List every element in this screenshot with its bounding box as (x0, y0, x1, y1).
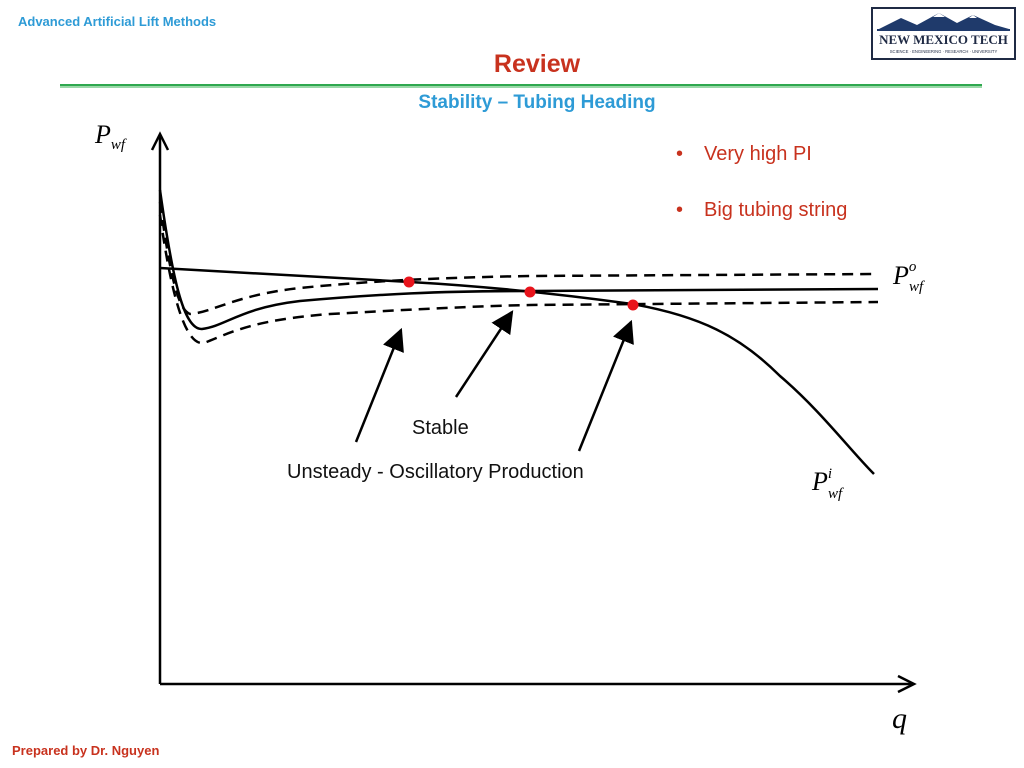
outflow-label: Po wf (892, 259, 925, 295)
bullet-very-high-pi: Very high PI (676, 143, 847, 166)
logo-name: NEW MEXICO TECH (879, 32, 1008, 47)
logo-tagline: SCIENCE · ENGINEERING · RESEARCH · UNIVE… (890, 49, 998, 54)
footer-author: Prepared by Dr. Nguyen (12, 743, 160, 758)
arrow-to-upper-point (354, 327, 404, 443)
logo-mountains-icon: NEW MEXICO TECH SCIENCE · ENGINEERING · … (877, 13, 1010, 54)
intersection-point-lower (627, 299, 639, 311)
intersection-point-stable (524, 286, 536, 298)
outflow-lower-envelope (158, 214, 879, 345)
course-title: Advanced Artificial Lift Methods (18, 14, 217, 29)
inflow-label: Pi wf (811, 466, 844, 502)
x-axis-label: q (892, 702, 907, 735)
title-divider (60, 84, 982, 88)
bullet-big-tubing-string: Big tubing string (676, 199, 847, 222)
arrow-to-stable-point (454, 310, 514, 398)
outflow-curve (158, 189, 879, 331)
slide-subtitle: Stability – Tubing Heading (418, 92, 656, 113)
inflow-curve (159, 266, 875, 475)
arrow-to-lower-point (577, 319, 634, 452)
y-axis-arrow-icon (150, 131, 170, 151)
x-axis-arrow-icon (897, 674, 917, 694)
bullet-list: Very high PI Big tubing string (676, 143, 847, 255)
outflow-upper-envelope (158, 201, 879, 316)
y-axis-label: Pwf (94, 120, 127, 153)
unsteady-label: Unsteady - Oscillatory Production (287, 461, 584, 483)
new-mexico-tech-logo: NEW MEXICO TECH SCIENCE · ENGINEERING · … (871, 7, 1016, 60)
stable-label: Stable (412, 417, 469, 439)
intersection-point-upper (403, 276, 415, 288)
slide-title: Review (493, 50, 581, 78)
